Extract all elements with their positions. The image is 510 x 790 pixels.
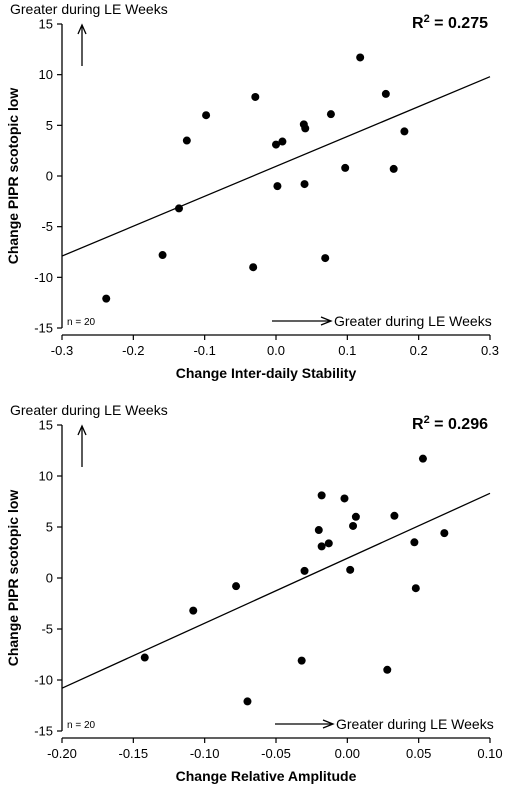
data-point (314, 526, 323, 535)
x-tick-label: -0.3 (51, 343, 73, 358)
x-tick-label: 0.10 (477, 746, 502, 761)
data-point (202, 111, 211, 120)
y-tick-label: -15 (34, 724, 53, 739)
data-point (272, 140, 280, 149)
data-point (273, 182, 282, 191)
data-point (249, 263, 258, 272)
n-label: n = 20 (67, 317, 96, 328)
data-point (297, 656, 306, 665)
data-point (243, 697, 252, 706)
x-direction-annotation: Greater during LE Weeks (336, 716, 494, 732)
r-squared-label: R2 = 0.275 (412, 13, 488, 32)
y-tick-label: -5 (41, 622, 53, 637)
x-direction-annotation: Greater during LE Weeks (334, 313, 492, 329)
data-point (102, 294, 111, 303)
y-tick-label: -15 (34, 321, 53, 336)
data-point (140, 653, 149, 662)
x-tick-label: -0.10 (190, 746, 220, 761)
data-point (158, 251, 167, 260)
data-point (390, 511, 399, 520)
x-axis-label: Change Relative Amplitude (176, 768, 357, 784)
regression-line (61, 492, 491, 689)
data-point (389, 164, 398, 173)
data-point (182, 136, 191, 145)
data-point (341, 163, 350, 172)
y-axis-label: Change PIPR scotopic low (5, 490, 21, 667)
data-point (418, 454, 427, 463)
y-tick-label: -5 (41, 219, 53, 234)
x-tick-label: 0.1 (338, 343, 356, 358)
y-tick-label: 10 (39, 469, 53, 484)
y-tick-label: 0 (46, 571, 53, 586)
regression-line (61, 76, 491, 257)
y-tick-label: 15 (39, 418, 53, 433)
y-tick-label: 10 (39, 67, 53, 82)
data-point (251, 92, 260, 101)
data-point (189, 606, 198, 615)
data-point (326, 110, 335, 119)
y-tick-label: 5 (46, 520, 53, 535)
x-tick-label: 0.2 (410, 343, 428, 358)
x-tick-label: -0.1 (193, 343, 215, 358)
right-arrow-head-icon (320, 316, 333, 326)
data-point (356, 53, 365, 62)
data-point (349, 521, 358, 530)
data-point (383, 665, 392, 674)
up-arrow-head-icon (77, 424, 87, 436)
x-tick-label: 0.0 (267, 343, 285, 358)
y-tick-label: -10 (34, 673, 53, 688)
data-point (174, 204, 183, 213)
right-arrow-head-icon (322, 719, 335, 729)
x-tick-label: 0.00 (335, 746, 360, 761)
chart-panel-2: -15 -10 -5 0 5 10 15 -0.20 -0.15 -0.10 -0.05 0.00 0.… (5, 402, 503, 784)
x-tick-label: -0.05 (261, 746, 291, 761)
data-point (278, 137, 287, 146)
x-tick-label: -0.15 (119, 746, 149, 761)
x-tick-label: 0.3 (481, 343, 499, 358)
y-axis-label: Change PIPR scotopic low (5, 88, 21, 265)
data-point (440, 529, 449, 538)
y-direction-annotation: Greater during LE Weeks (10, 402, 168, 418)
data-point (232, 582, 241, 591)
y-tick-label: -10 (34, 270, 53, 285)
n-label: n = 20 (67, 720, 96, 731)
x-axis-label: Change Inter-daily Stability (176, 365, 357, 381)
y-direction-annotation: Greater during LE Weeks (10, 1, 168, 17)
data-point (300, 566, 309, 575)
data-point (400, 127, 409, 136)
data-point (317, 542, 326, 551)
x-tick-label: -0.20 (47, 746, 77, 761)
data-point (301, 124, 310, 133)
data-point (346, 565, 355, 574)
data-point (317, 491, 326, 500)
data-point (351, 512, 360, 521)
data-point (340, 494, 349, 503)
x-tick-label: 0.05 (406, 746, 431, 761)
data-point (410, 538, 419, 547)
y-tick-label: 0 (46, 169, 53, 184)
data-point (324, 539, 333, 548)
y-tick-label: 15 (39, 17, 53, 32)
x-tick-label: -0.2 (122, 343, 144, 358)
chart-panel-1: -15 -10 -5 0 5 10 15 -0.3 -0.2 -0.1 0.0 0.1 0.2 0.3 Ch… (5, 1, 499, 381)
up-arrow-head-icon (77, 23, 87, 35)
data-point (321, 254, 330, 263)
data-point (300, 180, 309, 189)
y-tick-label: 5 (46, 118, 53, 133)
data-point (381, 89, 390, 98)
data-point (411, 584, 420, 593)
r-squared-label: R2 = 0.296 (412, 414, 488, 433)
